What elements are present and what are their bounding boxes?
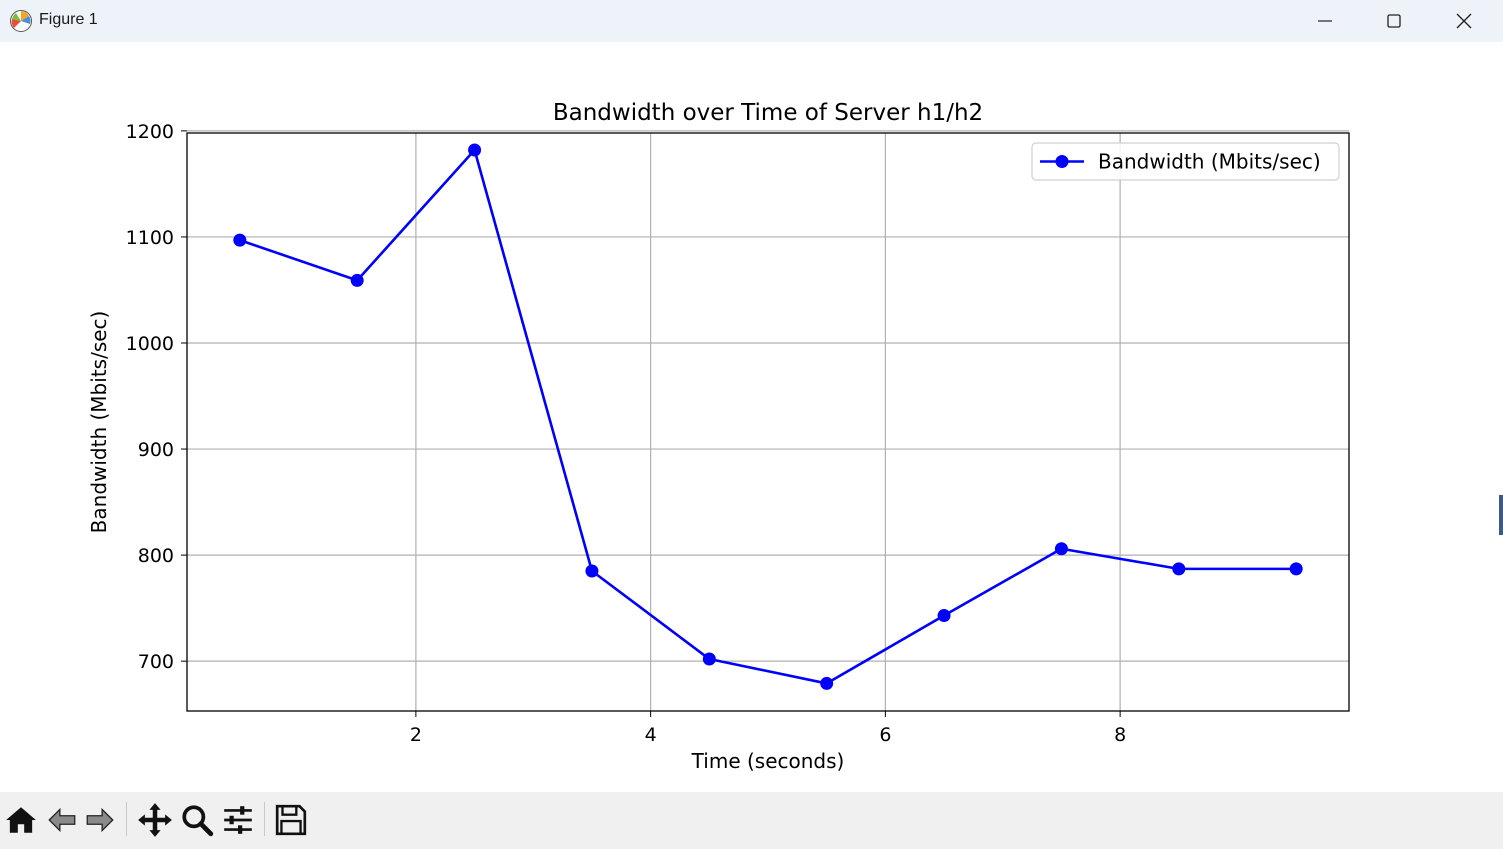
home-button[interactable] <box>1 798 41 842</box>
y-axis-label: Bandwidth (Mbits/sec) <box>87 311 111 534</box>
save-icon <box>275 804 307 836</box>
data-point <box>937 609 951 623</box>
zoom-icon <box>182 805 214 837</box>
minimize-icon <box>1318 20 1332 22</box>
configure-subplots-button[interactable] <box>218 798 258 842</box>
legend-label: Bandwidth (Mbits/sec) <box>1098 150 1321 174</box>
y-tick-label: 800 <box>138 545 174 567</box>
pan-button[interactable] <box>135 798 175 842</box>
data-point <box>820 676 834 690</box>
legend-marker <box>1055 155 1069 168</box>
y-tick-label: 1000 <box>126 333 174 355</box>
x-axis-label: Time (seconds) <box>691 749 845 773</box>
move-icon <box>138 803 172 837</box>
back-button[interactable] <box>42 798 82 842</box>
x-tick-label: 2 <box>410 724 422 746</box>
line-chart: 2 4 6 8 700 800 900 1000 1100 1200 Bandwidth over … <box>87 100 1350 773</box>
back-arrow-icon <box>48 807 76 833</box>
minimize-button[interactable] <box>1290 0 1360 42</box>
toolbar-separator <box>126 802 127 836</box>
title-bar: Figure 1 <box>0 0 1503 42</box>
data-point <box>1054 542 1068 556</box>
data-point <box>1172 562 1186 576</box>
close-button[interactable] <box>1429 0 1499 42</box>
y-tick-label: 700 <box>138 651 174 673</box>
close-icon <box>1456 13 1472 29</box>
maximize-icon <box>1387 14 1401 28</box>
series-line <box>239 148 1297 685</box>
home-icon <box>6 807 36 833</box>
x-tick-label: 4 <box>645 724 657 746</box>
x-tick-label: 6 <box>879 724 891 746</box>
data-point <box>350 273 364 287</box>
figure-canvas[interactable]: 2 4 6 8 700 800 900 1000 1100 1200 Bandwidth over … <box>0 42 1503 792</box>
data-point <box>702 652 716 666</box>
data-point <box>1289 562 1303 576</box>
axes-frame <box>186 132 1350 712</box>
maximize-button[interactable] <box>1359 0 1429 42</box>
y-tick-label: 900 <box>138 439 174 461</box>
forward-button[interactable] <box>80 798 120 842</box>
zoom-button[interactable] <box>177 798 217 842</box>
chart-title: Bandwidth over Time of Server h1/h2 <box>553 100 983 126</box>
forward-arrow-icon <box>86 807 114 833</box>
data-point <box>585 564 599 578</box>
save-button[interactable] <box>271 798 311 842</box>
window-edge <box>1499 495 1503 535</box>
navigation-toolbar <box>0 792 1503 849</box>
data-point <box>468 143 482 157</box>
data-point <box>233 233 247 247</box>
legend-box <box>1031 142 1340 181</box>
y-tick-label: 1100 <box>126 227 174 249</box>
toolbar-separator <box>264 802 265 836</box>
x-tick-label: 8 <box>1114 724 1126 746</box>
matplotlib-icon <box>10 10 32 32</box>
y-tick-label: 1200 <box>126 121 174 143</box>
sliders-icon <box>224 806 252 834</box>
window-title: Figure 1 <box>39 11 98 28</box>
